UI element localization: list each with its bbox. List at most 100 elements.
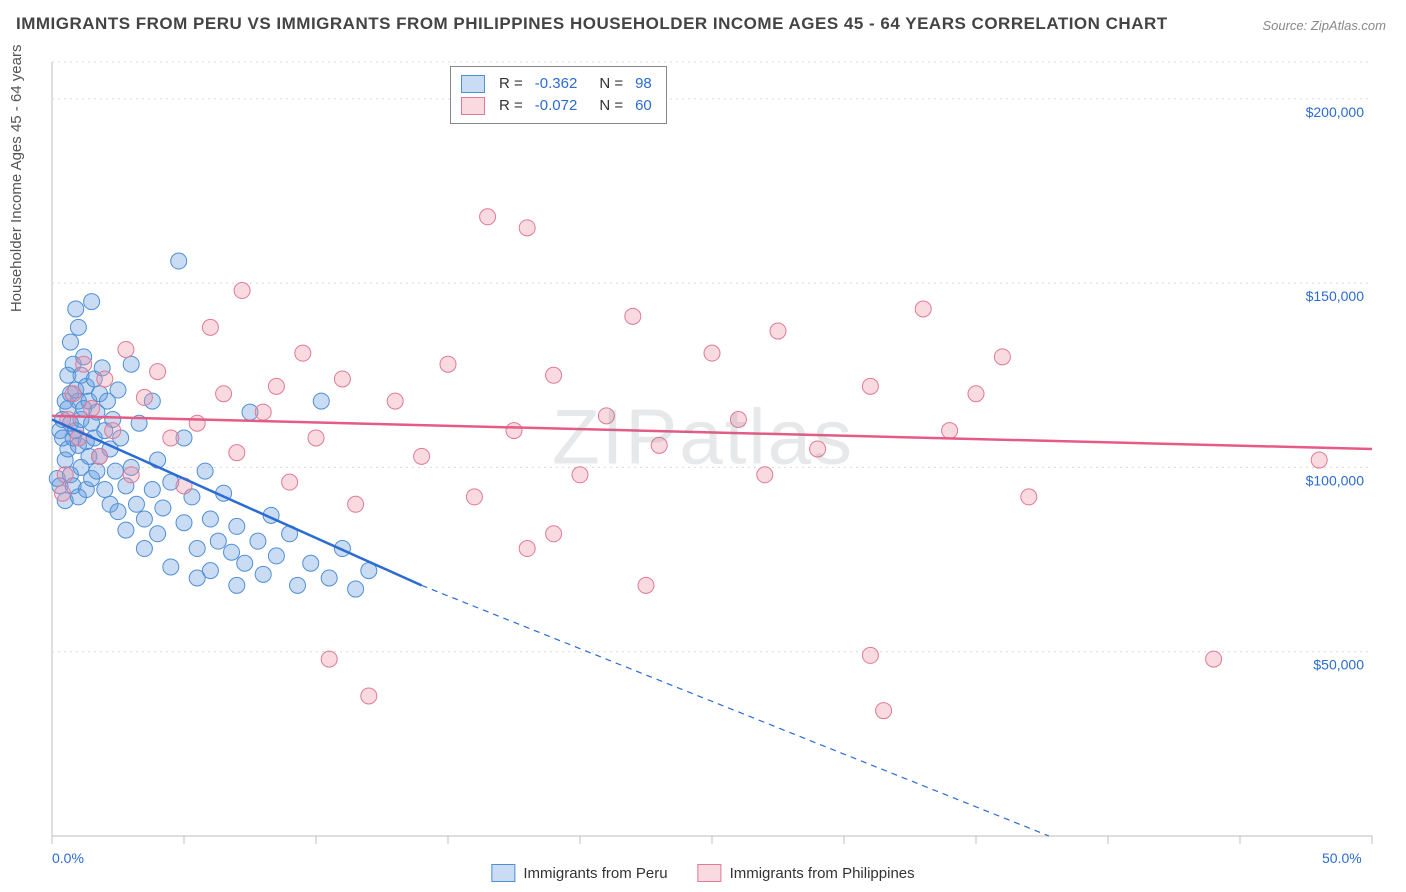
- y-gridline-label: $200,000: [1306, 104, 1365, 120]
- philippines-point: [546, 367, 562, 383]
- peru-point: [155, 500, 171, 516]
- peru-point: [128, 496, 144, 512]
- peru-point: [136, 511, 152, 527]
- peru-point: [348, 581, 364, 597]
- chart-container: IMMIGRANTS FROM PERU VS IMMIGRANTS FROM …: [0, 0, 1406, 892]
- philippines-point: [598, 408, 614, 424]
- peru-point: [70, 319, 86, 335]
- philippines-point: [1311, 452, 1327, 468]
- philippines-point: [704, 345, 720, 361]
- philippines-point: [915, 301, 931, 317]
- legend-swatch: [491, 864, 515, 882]
- peru-point: [268, 548, 284, 564]
- philippines-point: [466, 489, 482, 505]
- peru-trendline-extrapolated: [422, 585, 1049, 836]
- philippines-point: [480, 209, 496, 225]
- philippines-point: [321, 651, 337, 667]
- peru-point: [255, 566, 271, 582]
- peru-point: [150, 526, 166, 542]
- philippines-point: [994, 349, 1010, 365]
- philippines-point: [150, 364, 166, 380]
- legend-n-value: 98: [635, 73, 652, 95]
- bottom-legend-item-philippines: Immigrants from Philippines: [698, 864, 915, 882]
- legend-row-peru: R =-0.362N =98: [461, 73, 652, 95]
- philippines-point: [136, 389, 152, 405]
- philippines-point: [546, 526, 562, 542]
- philippines-point: [234, 283, 250, 299]
- philippines-point: [862, 378, 878, 394]
- x-axis-min-label: 0.0%: [52, 850, 84, 866]
- peru-point: [202, 511, 218, 527]
- philippines-point: [105, 423, 121, 439]
- philippines-point: [163, 430, 179, 446]
- peru-point: [210, 533, 226, 549]
- peru-point: [224, 544, 240, 560]
- philippines-point: [810, 441, 826, 457]
- philippines-point: [876, 703, 892, 719]
- peru-point: [202, 563, 218, 579]
- legend-r-value: -0.072: [535, 95, 578, 117]
- series-legend: Immigrants from Peru Immigrants from Phil…: [491, 864, 914, 882]
- philippines-point: [638, 577, 654, 593]
- peru-point: [110, 382, 126, 398]
- legend-n-value: 60: [635, 95, 652, 117]
- philippines-point: [57, 467, 73, 483]
- peru-point: [110, 504, 126, 520]
- philippines-point: [123, 467, 139, 483]
- philippines-point: [414, 448, 430, 464]
- philippines-point: [92, 448, 108, 464]
- philippines-point: [118, 341, 134, 357]
- y-gridline-label: $150,000: [1306, 288, 1365, 304]
- philippines-point: [308, 430, 324, 446]
- philippines-point: [942, 423, 958, 439]
- peru-point: [144, 482, 160, 498]
- peru-point: [197, 463, 213, 479]
- philippines-trendline: [52, 416, 1372, 449]
- peru-point: [62, 334, 78, 350]
- legend-r-label: R =: [499, 95, 523, 117]
- philippines-point: [651, 437, 667, 453]
- peru-point: [250, 533, 266, 549]
- philippines-point: [97, 371, 113, 387]
- philippines-point: [572, 467, 588, 483]
- peru-point: [136, 541, 152, 557]
- legend-n-label: N =: [599, 73, 623, 95]
- bottom-legend-item-peru: Immigrants from Peru: [491, 864, 667, 882]
- philippines-point: [519, 220, 535, 236]
- peru-point: [171, 253, 187, 269]
- y-gridline-label: $100,000: [1306, 472, 1365, 488]
- peru-point: [89, 463, 105, 479]
- philippines-point: [268, 378, 284, 394]
- philippines-point: [202, 319, 218, 335]
- philippines-point: [387, 393, 403, 409]
- legend-row-philippines: R =-0.072N =60: [461, 95, 652, 117]
- peru-point: [123, 356, 139, 372]
- peru-point: [68, 301, 84, 317]
- philippines-point: [216, 386, 232, 402]
- philippines-point: [282, 474, 298, 490]
- philippines-point: [1206, 651, 1222, 667]
- philippines-point: [348, 496, 364, 512]
- philippines-point: [65, 386, 81, 402]
- philippines-point: [229, 445, 245, 461]
- legend-swatch: [698, 864, 722, 882]
- peru-point: [290, 577, 306, 593]
- philippines-point: [757, 467, 773, 483]
- philippines-point: [730, 412, 746, 428]
- legend-series-name: Immigrants from Peru: [523, 865, 667, 882]
- x-axis-max-label: 50.0%: [1322, 850, 1362, 866]
- peru-point: [84, 294, 100, 310]
- philippines-point: [55, 485, 71, 501]
- peru-point: [303, 555, 319, 571]
- peru-point: [163, 559, 179, 575]
- philippines-point: [625, 308, 641, 324]
- peru-point: [237, 555, 253, 571]
- philippines-point: [295, 345, 311, 361]
- legend-r-value: -0.362: [535, 73, 578, 95]
- peru-point: [189, 541, 205, 557]
- philippines-point: [361, 688, 377, 704]
- philippines-point: [84, 400, 100, 416]
- legend-series-name: Immigrants from Philippines: [730, 865, 915, 882]
- legend-swatch: [461, 75, 485, 93]
- peru-point: [229, 577, 245, 593]
